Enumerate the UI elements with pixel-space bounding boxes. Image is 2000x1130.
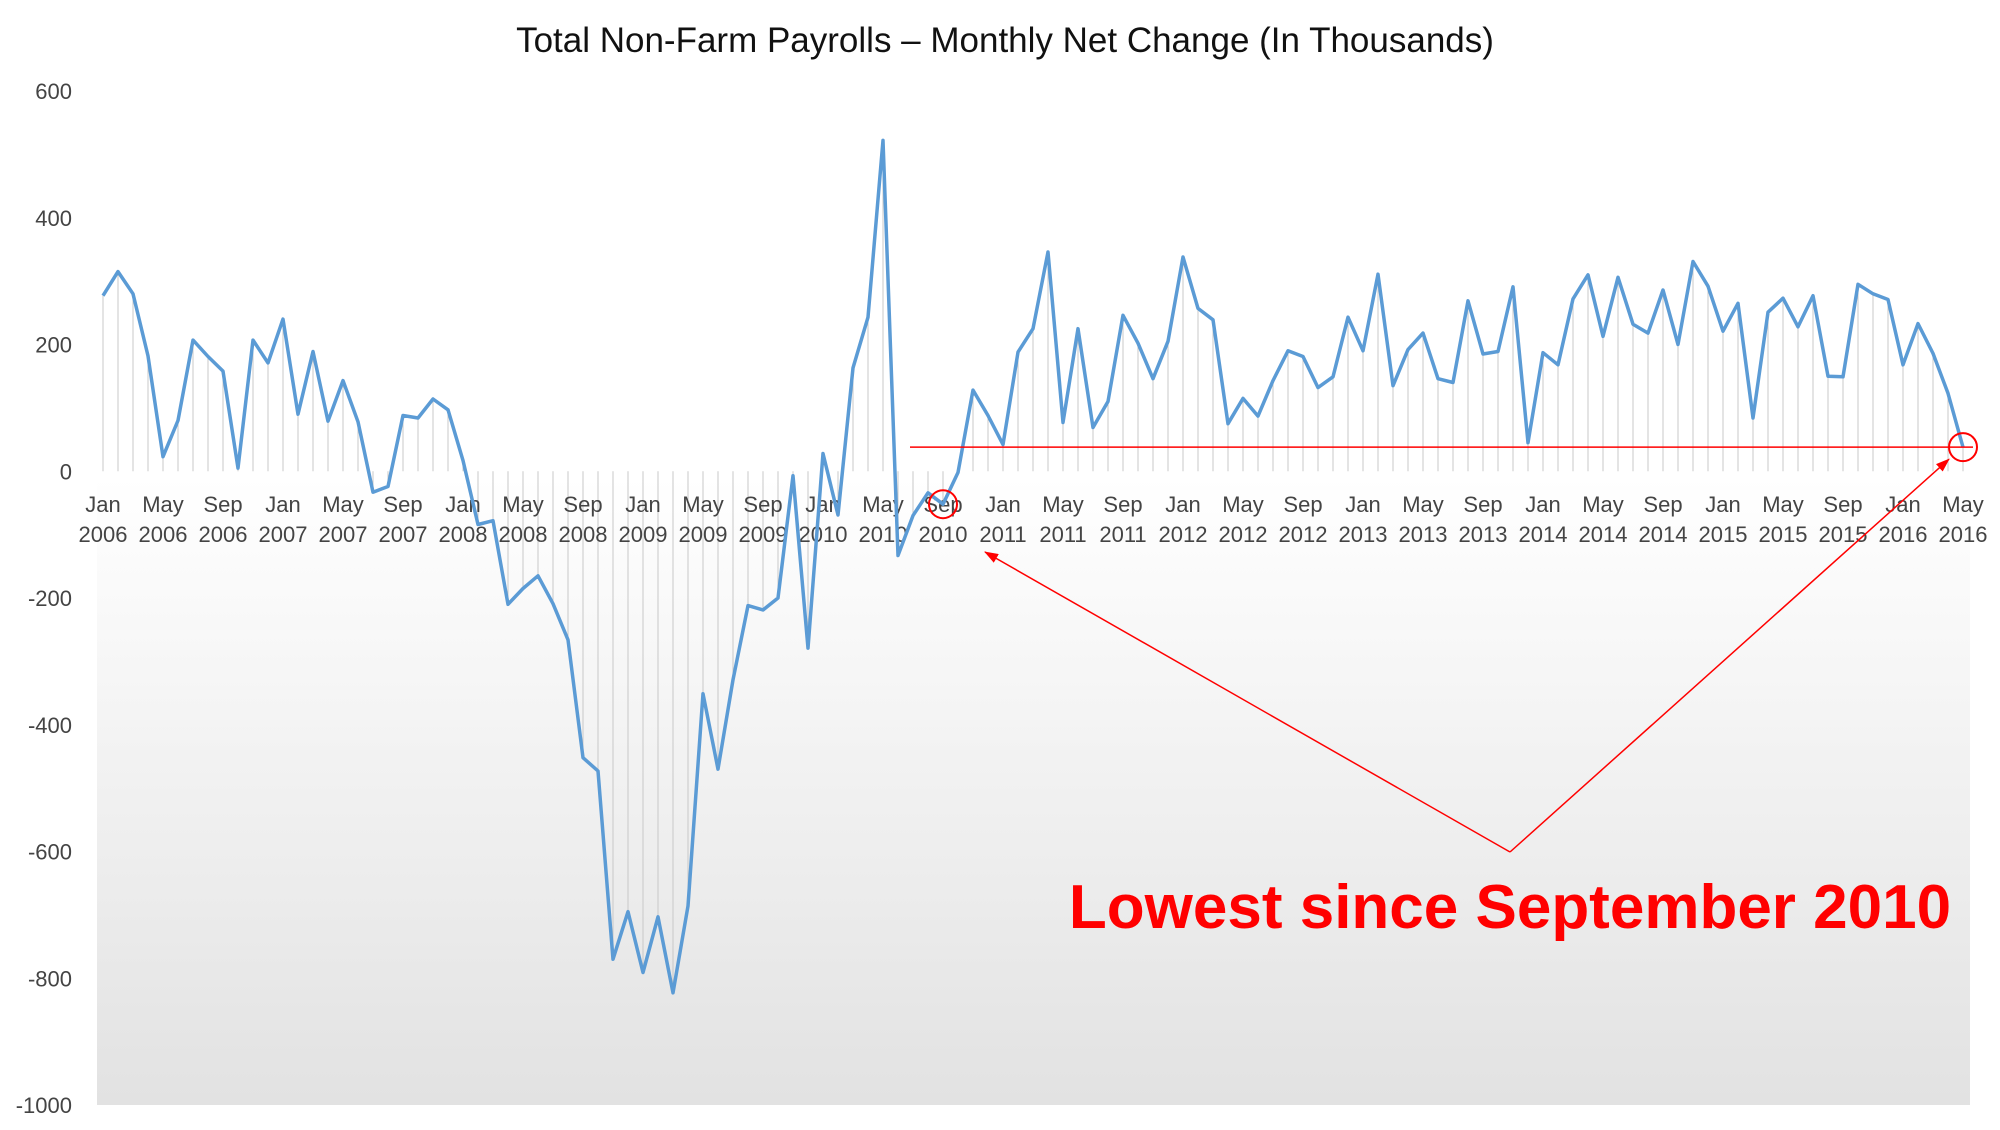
y-tick-label: -400 — [28, 713, 72, 738]
x-tick-label: May 2007 — [319, 492, 368, 547]
x-tick-label: May 2015 — [1759, 492, 1808, 547]
annotation-group — [910, 432, 1978, 853]
series-group — [101, 138, 1965, 995]
x-tick-label: Sep 2012 — [1279, 492, 1328, 547]
x-tick-label: May 2011 — [1039, 492, 1086, 547]
y-tick-label: -600 — [28, 840, 72, 865]
x-tick-label: May 2006 — [139, 492, 188, 547]
y-tick-label: 600 — [35, 79, 72, 104]
x-tick-label: Jan 2006 — [79, 492, 128, 547]
x-tick-label: Jan 2015 — [1699, 492, 1748, 547]
series-line — [101, 138, 1965, 995]
x-tick-label: May 2009 — [679, 492, 728, 547]
x-tick-label: Sep 2011 — [1099, 492, 1146, 547]
x-tick-label: Sep 2006 — [199, 492, 248, 547]
x-tick-label: Sep 2008 — [559, 492, 608, 547]
x-tick-label: Sep 2014 — [1639, 492, 1688, 547]
drop-lines — [102, 140, 1964, 993]
x-tick-label: Sep 2007 — [379, 492, 428, 547]
y-tick-label: 0 — [60, 459, 72, 484]
arrow-to-sep-2010 — [984, 551, 1511, 853]
y-tick-label: 400 — [35, 206, 72, 231]
x-tick-label: Jan 2007 — [259, 492, 308, 547]
x-tick-label: Jan 2011 — [979, 492, 1026, 547]
x-tick-label: Jan 2014 — [1519, 492, 1568, 547]
x-tick-label: Jan 2016 — [1879, 492, 1928, 547]
y-axis-ticks: 600 400 200 0 -200 -400 -600 -800 -1000 — [16, 79, 72, 1118]
x-tick-label: Sep 2009 — [739, 492, 788, 547]
y-tick-label: -200 — [28, 586, 72, 611]
x-tick-label: Jan 2012 — [1159, 492, 1208, 547]
x-tick-label: Jan 2013 — [1339, 492, 1388, 547]
annotation-text: Lowest since September 2010 — [1069, 873, 1951, 942]
x-tick-label: May 2012 — [1219, 492, 1268, 547]
x-tick-label: May 2016 — [1939, 492, 1988, 547]
x-tick-label: May 2014 — [1579, 492, 1628, 547]
x-tick-label: May 2008 — [499, 492, 548, 547]
x-tick-label: Jan 2009 — [619, 492, 668, 547]
y-tick-label: -1000 — [16, 1093, 72, 1118]
y-tick-label: -800 — [28, 966, 72, 991]
chart-title: Total Non-Farm Payrolls – Monthly Net Ch… — [516, 21, 1494, 60]
x-tick-label: May 2013 — [1399, 492, 1448, 547]
x-tick-label: Sep 2013 — [1459, 492, 1508, 547]
highlight-circle — [928, 489, 958, 520]
x-tick-label: Sep 2015 — [1819, 492, 1868, 547]
plot-background — [97, 91, 1970, 1105]
highlight-circle — [1948, 432, 1978, 463]
arrow-to-may-2016 — [1509, 458, 1950, 853]
y-tick-label: 200 — [35, 333, 72, 358]
